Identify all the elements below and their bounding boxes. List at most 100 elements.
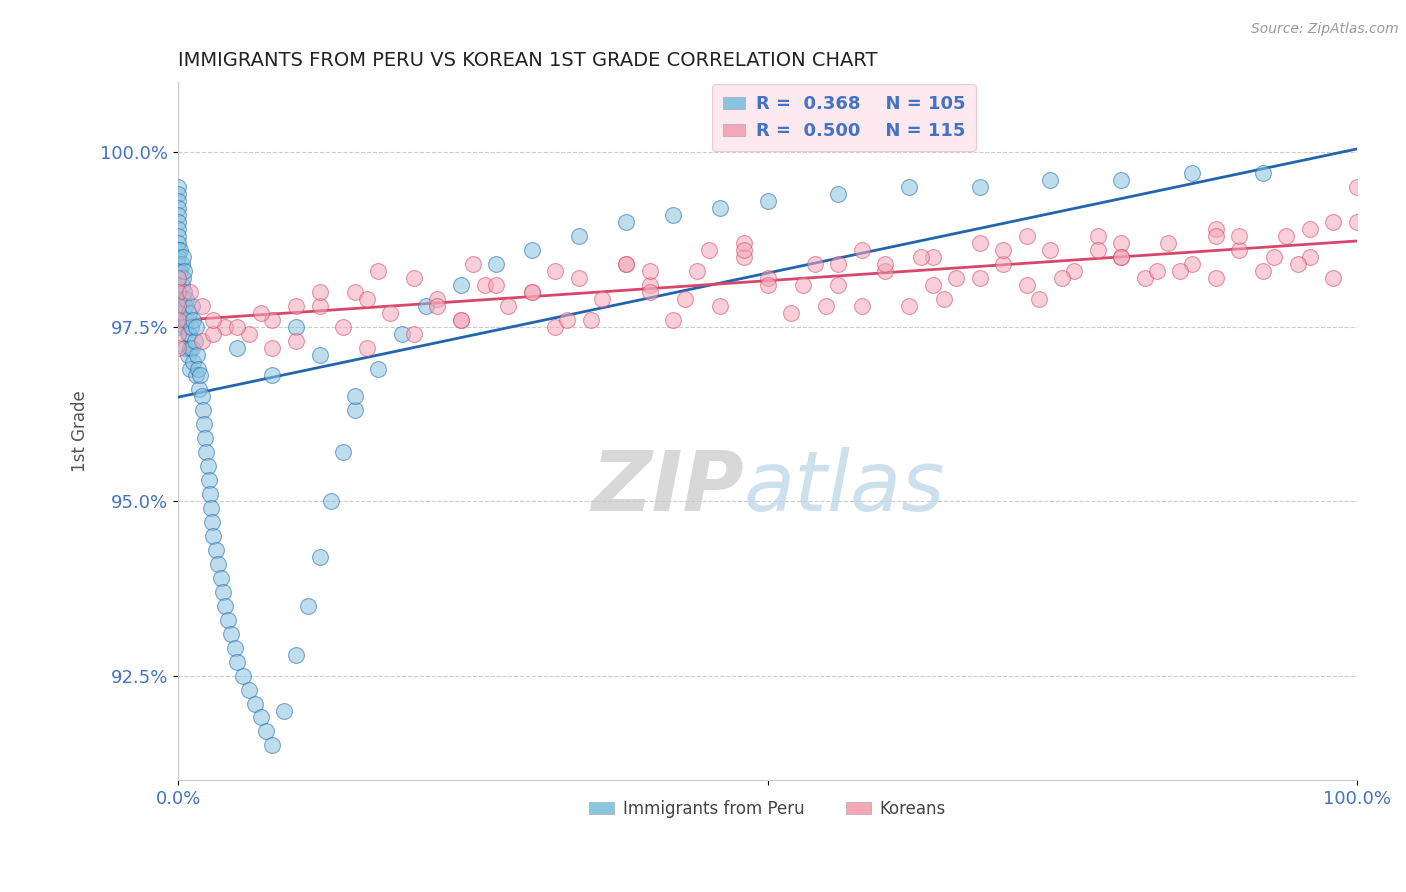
Point [827,187,849,202]
Point [194,431,217,445]
Point [568,228,591,243]
Point [184,368,207,383]
Point [803,257,825,271]
Point [343,285,366,299]
Point [1263,250,1285,264]
Point [332,319,354,334]
Point [181,299,204,313]
Point [174,341,197,355]
Point [1168,264,1191,278]
Point [183,354,205,368]
Text: atlas: atlas [744,447,946,528]
Point [614,215,637,229]
Point [176,326,198,341]
Point [167,264,190,278]
Point [209,571,232,585]
Point [190,334,212,348]
Point [1299,250,1322,264]
Point [662,208,685,222]
Point [202,529,225,543]
Point [1322,215,1344,229]
Point [815,299,838,313]
Point [614,257,637,271]
Point [343,389,366,403]
Point [1299,222,1322,236]
Point [224,640,246,655]
Point [167,228,190,243]
Point [1028,292,1050,306]
Point [827,257,849,271]
Point [167,285,190,299]
Point [167,277,190,292]
Point [520,285,543,299]
Point [709,299,731,313]
Point [176,347,198,361]
Point [167,257,190,271]
Point [184,319,207,334]
Y-axis label: 1st Grade: 1st Grade [72,391,89,472]
Point [167,215,190,229]
Point [461,257,484,271]
Point [356,292,378,306]
Point [197,473,219,487]
Point [170,277,193,292]
Point [1109,173,1132,187]
Point [167,319,190,334]
Point [187,361,209,376]
Point [226,319,249,334]
Point [614,257,637,271]
Point [1052,270,1074,285]
Point [415,299,437,313]
Point [792,277,814,292]
Point [1109,235,1132,250]
Point [332,445,354,459]
Point [1346,180,1368,194]
Point [167,235,190,250]
Point [474,277,496,292]
Point [686,264,709,278]
Point [176,312,198,326]
Point [297,599,319,613]
Point [356,341,378,355]
Point [875,264,897,278]
Point [1227,228,1250,243]
Point [638,277,661,292]
Point [191,403,214,417]
Point [733,243,755,257]
Point [756,270,779,285]
Point [1146,264,1168,278]
Point [733,235,755,250]
Point [179,341,201,355]
Point [485,257,508,271]
Point [343,403,366,417]
Point [169,264,191,278]
Legend: Immigrants from Peru, Koreans: Immigrants from Peru, Koreans [582,793,952,824]
Point [1087,228,1109,243]
Point [520,243,543,257]
Point [167,250,190,264]
Point [219,626,242,640]
Point [993,243,1015,257]
Point [207,557,229,571]
Point [934,292,956,306]
Point [402,326,425,341]
Point [1251,264,1274,278]
Point [568,270,591,285]
Point [214,599,236,613]
Point [167,270,190,285]
Point [1286,257,1309,271]
Point [921,277,943,292]
Point [285,299,308,313]
Point [167,341,190,355]
Text: IMMIGRANTS FROM PERU VS KOREAN 1ST GRADE CORRELATION CHART: IMMIGRANTS FROM PERU VS KOREAN 1ST GRADE… [179,51,877,70]
Point [969,235,991,250]
Point [308,285,330,299]
Point [673,292,696,306]
Point [262,341,284,355]
Point [1133,270,1156,285]
Point [945,270,967,285]
Point [188,383,211,397]
Point [202,312,225,326]
Point [969,180,991,194]
Point [204,543,226,558]
